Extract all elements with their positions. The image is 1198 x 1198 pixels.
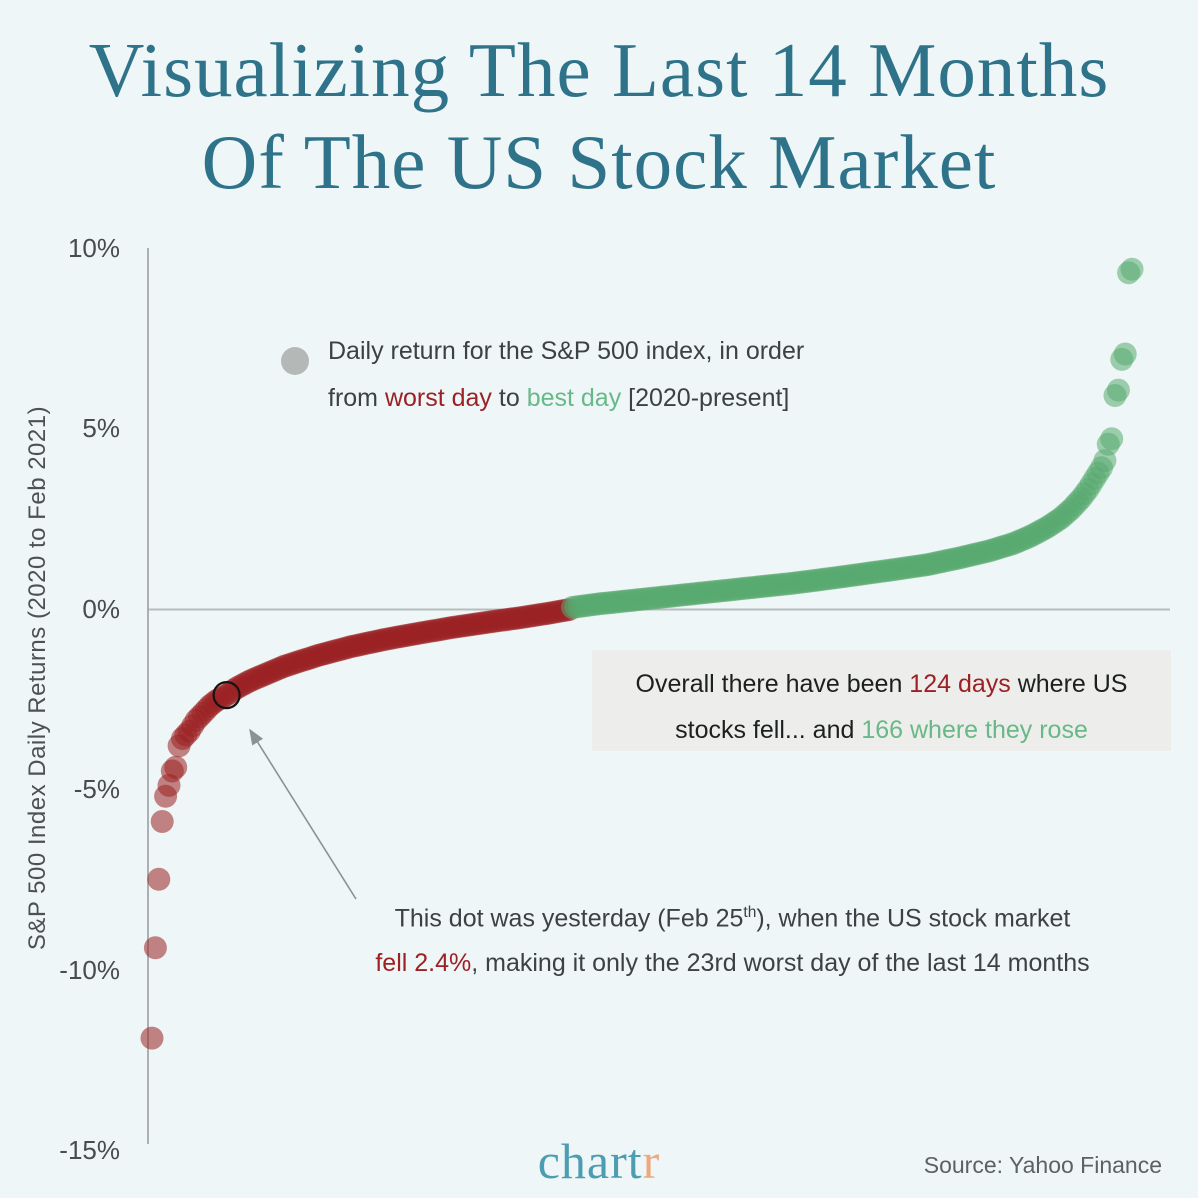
dots-layer — [140, 257, 1144, 1050]
legend-line1: Daily return for the S&P 500 index, in o… — [328, 337, 805, 365]
page-title-line1: Visualizing The Last 14 Months — [88, 27, 1110, 113]
highlight-circle — [212, 680, 241, 710]
summary-line1: Overall there have been 124 days where U… — [635, 670, 1128, 698]
data-dot — [140, 1026, 164, 1050]
legend-text: Daily return for the S&P 500 index, in o… — [328, 328, 948, 422]
data-dot — [1100, 427, 1124, 451]
annotation-arrow-icon — [249, 728, 357, 900]
page-title: Visualizing The Last 14 Months Of The US… — [0, 24, 1198, 208]
summary-callout-text: Overall there have been 124 days where U… — [592, 661, 1171, 753]
highlight-dot-annotation: This dot was yesterday (Feb 25th), when … — [360, 890, 1105, 986]
y-tick-label: -10% — [59, 954, 120, 985]
summary-line2: stocks fell... and 166 where they rose — [675, 716, 1088, 744]
y-tick-label: 0% — [82, 593, 120, 624]
data-dot — [164, 755, 188, 779]
legend-line2: from worst day to best day [2020-present… — [328, 384, 790, 412]
data-dot — [1120, 257, 1144, 281]
page-title-line2: Of The US Stock Market — [201, 119, 997, 205]
data-dot — [147, 867, 171, 891]
y-tick-label: -15% — [59, 1135, 120, 1165]
summary-callout-box: Overall there have been 124 days where U… — [592, 650, 1171, 751]
chartr-logo: chartr — [537, 1133, 661, 1189]
highlight-annotation-line2: fell 2.4%, making it only the 23rd worst… — [375, 949, 1090, 978]
y-tick-label: 10% — [67, 232, 120, 263]
data-dot — [143, 936, 167, 960]
y-tick-label: 5% — [82, 413, 120, 443]
data-dot — [1113, 342, 1137, 366]
data-dot — [150, 810, 174, 833]
y-tick-label: -5% — [73, 774, 120, 804]
highlight-annotation-line1: This dot was yesterday (Feb 25th), when … — [394, 904, 1071, 933]
legend-dot-icon — [281, 347, 309, 375]
data-dot — [1106, 378, 1130, 402]
source-credit: Source: Yahoo Finance — [923, 1152, 1162, 1178]
